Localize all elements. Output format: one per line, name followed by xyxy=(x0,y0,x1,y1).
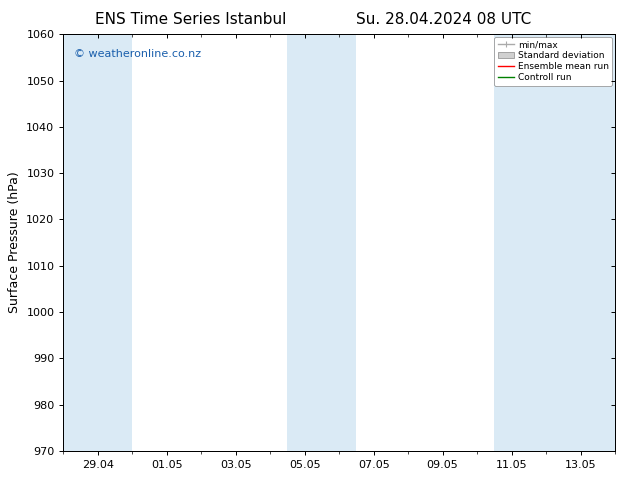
Bar xyxy=(495,34,615,451)
Text: © weatheronline.co.nz: © weatheronline.co.nz xyxy=(74,49,202,59)
Text: Su. 28.04.2024 08 UTC: Su. 28.04.2024 08 UTC xyxy=(356,12,531,27)
Y-axis label: Surface Pressure (hPa): Surface Pressure (hPa) xyxy=(8,172,21,314)
Bar xyxy=(287,34,356,451)
Legend: min/max, Standard deviation, Ensemble mean run, Controll run: min/max, Standard deviation, Ensemble me… xyxy=(494,37,612,86)
Text: ENS Time Series Istanbul: ENS Time Series Istanbul xyxy=(94,12,286,27)
Bar xyxy=(63,34,133,451)
